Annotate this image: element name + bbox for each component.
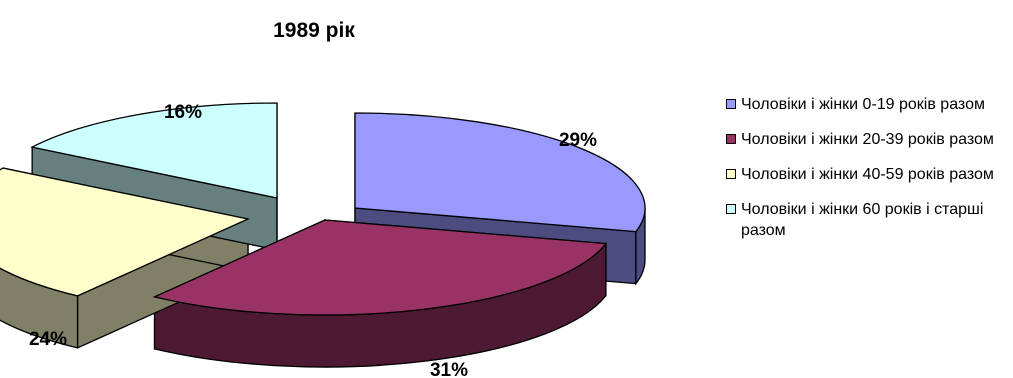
slice-label-2: 24%	[29, 329, 67, 350]
legend-swatch	[726, 134, 736, 144]
legend-swatch	[726, 169, 736, 179]
legend-swatch	[726, 99, 736, 109]
pie-labels: 29% 31% 24% 16%	[29, 102, 597, 378]
pie-tops	[0, 102, 646, 316]
legend-label: Чоловіки і жінки 20-39 років разом	[741, 131, 994, 148]
slice-label-3: 16%	[164, 102, 202, 123]
legend-label: Чоловіки і жінки 40-59 років разом	[741, 166, 994, 183]
slice-label-1: 31%	[430, 360, 468, 378]
legend: Чоловіки і жінки 0-19 років разом Чолові…	[726, 94, 1013, 255]
chart-title: 1989 рік	[273, 19, 355, 42]
pie-slice-1	[152, 219, 608, 316]
legend-label: Чоловіки і жінки 0-19 років разом	[741, 96, 985, 113]
legend-label: Чоловіки і жінки 60 років і старші разом	[741, 201, 984, 239]
pie-slice-2	[0, 167, 251, 297]
legend-item: Чоловіки і жінки 60 років і старші разом	[726, 199, 1013, 241]
legend-item: Чоловіки і жінки 20-39 років разом	[726, 129, 1013, 150]
legend-swatch	[726, 204, 736, 214]
pie-slice-3	[30, 102, 278, 199]
pie-slice-0	[354, 112, 646, 233]
legend-item: Чоловіки і жінки 40-59 років разом	[726, 164, 1013, 185]
slice-label-0: 29%	[559, 130, 597, 151]
legend-item: Чоловіки і жінки 0-19 років разом	[726, 94, 1013, 115]
